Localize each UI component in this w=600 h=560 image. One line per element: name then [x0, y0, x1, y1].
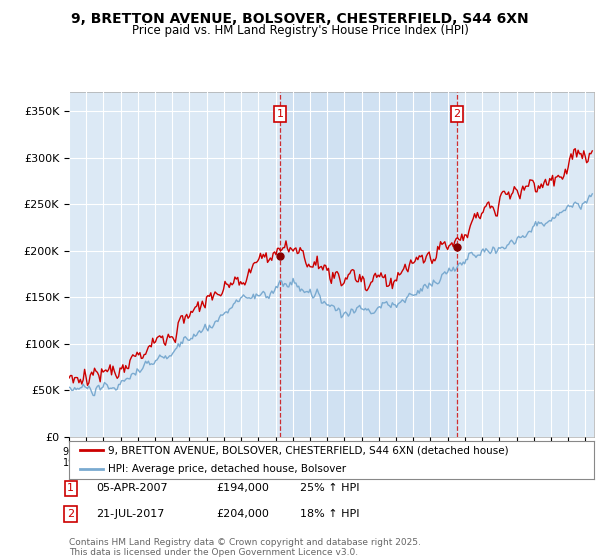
- Text: 2: 2: [454, 109, 461, 119]
- Text: 2: 2: [67, 509, 74, 519]
- Text: 21-JUL-2017: 21-JUL-2017: [96, 509, 164, 519]
- Text: 25% ↑ HPI: 25% ↑ HPI: [300, 483, 359, 493]
- Text: Contains HM Land Registry data © Crown copyright and database right 2025.
This d: Contains HM Land Registry data © Crown c…: [69, 538, 421, 557]
- Bar: [280, 92, 457, 437]
- Text: 9, BRETTON AVENUE, BOLSOVER, CHESTERFIELD, S44 6XN (detached house): 9, BRETTON AVENUE, BOLSOVER, CHESTERFIEL…: [109, 445, 509, 455]
- Text: HPI: Average price, detached house, Bolsover: HPI: Average price, detached house, Bols…: [109, 464, 347, 474]
- Text: £194,000: £194,000: [216, 483, 269, 493]
- Text: 9, BRETTON AVENUE, BOLSOVER, CHESTERFIELD, S44 6XN: 9, BRETTON AVENUE, BOLSOVER, CHESTERFIEL…: [71, 12, 529, 26]
- Text: 18% ↑ HPI: 18% ↑ HPI: [300, 509, 359, 519]
- Text: £204,000: £204,000: [216, 509, 269, 519]
- Text: 1: 1: [67, 483, 74, 493]
- Text: 1: 1: [277, 109, 284, 119]
- Text: Price paid vs. HM Land Registry's House Price Index (HPI): Price paid vs. HM Land Registry's House …: [131, 24, 469, 37]
- Text: 05-APR-2007: 05-APR-2007: [96, 483, 167, 493]
